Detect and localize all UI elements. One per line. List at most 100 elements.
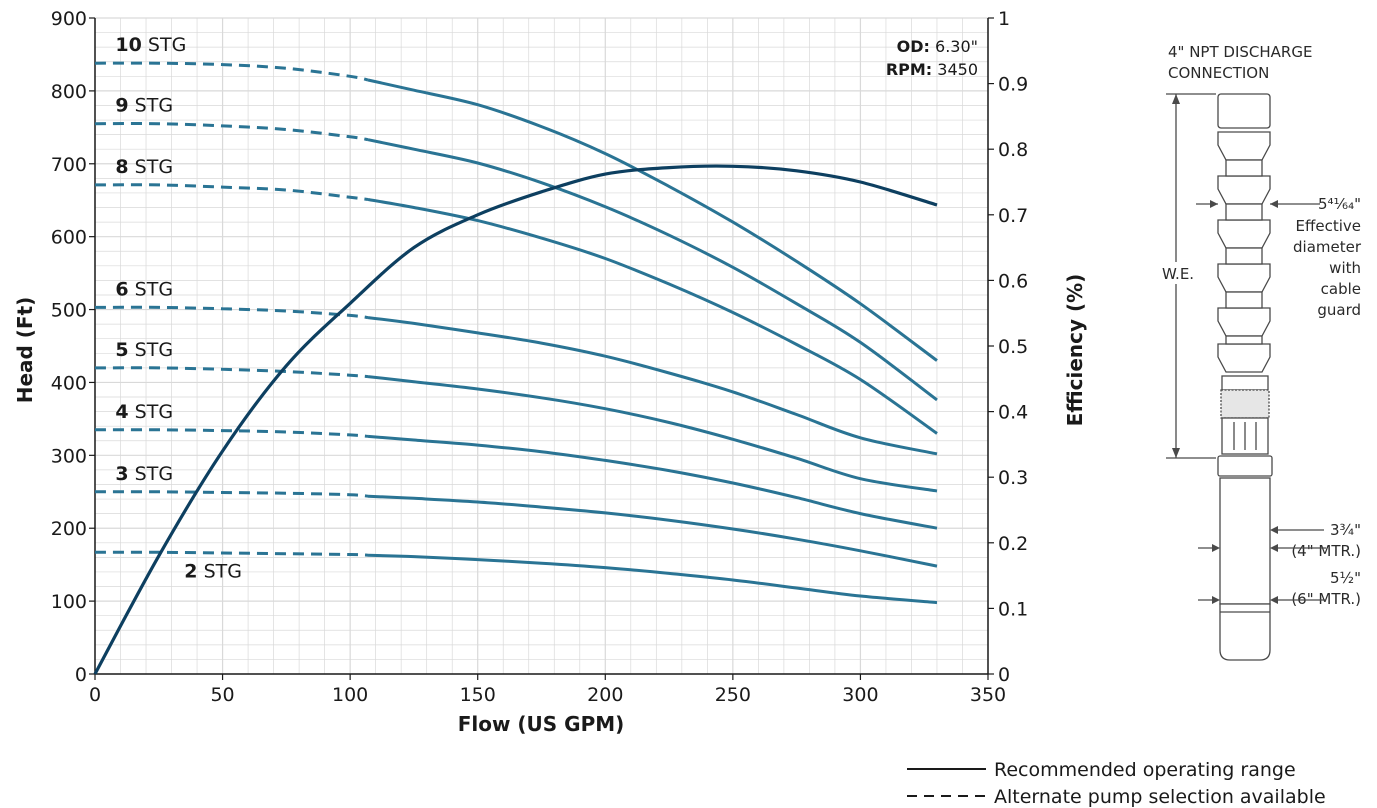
series-label-suffix: STG [129, 401, 173, 423]
diam-desc-5: guard [1317, 301, 1361, 319]
od-annotation: OD: 6.30" [897, 37, 978, 56]
motor4-arrow [1270, 526, 1278, 534]
series-label-number: 9 [115, 95, 128, 117]
y2-tick-label: 0 [998, 664, 1010, 686]
series-2-solid [367, 553, 938, 605]
series-label-suffix: STG [129, 339, 173, 361]
y2-tick-label: 1 [998, 8, 1010, 30]
motor4-label: (4" MTR.) [1291, 542, 1361, 560]
legend-solid-label: Recommended operating range [994, 759, 1296, 781]
y-tick-label: 900 [51, 8, 87, 30]
series-2-dashed [94, 550, 369, 557]
x-tick-label: 300 [842, 684, 878, 706]
pump-bowl-neck-2 [1225, 203, 1263, 221]
series-9-dashed [94, 122, 369, 142]
pump-bowl-5 [1217, 307, 1271, 337]
legend-dashed-label: Alternate pump selection available [994, 786, 1326, 808]
bottom-left-arrow [1212, 596, 1220, 604]
y2-tick-label: 0.5 [998, 336, 1028, 358]
we-arrow-top [1172, 94, 1180, 104]
x-axis-title: Flow (US GPM) [458, 712, 625, 736]
pump-intake-collar [1221, 375, 1269, 391]
discharge-head [1217, 93, 1271, 129]
y2-tick-label: 0.7 [998, 205, 1028, 227]
we-arrow-bottom [1172, 448, 1180, 458]
rpm-annotation: RPM: 3450 [886, 60, 978, 79]
series-10-solid [367, 78, 938, 362]
y2-tick-label: 0.6 [998, 270, 1028, 292]
series-label-number: 4 [115, 401, 128, 423]
pump-bowl-3 [1217, 219, 1271, 249]
series-10-dashed [94, 61, 369, 82]
x-tick-label: 250 [715, 684, 751, 706]
rpm-label: RPM: [886, 60, 932, 79]
pump-bowl-2 [1217, 175, 1271, 205]
bottom-right-arrow [1270, 596, 1278, 604]
y2-tick-label: 0.9 [998, 74, 1028, 96]
series-label-number: 6 [115, 278, 128, 300]
series-3-dashed [94, 490, 369, 498]
x-tick-label: 50 [210, 684, 234, 706]
series-3-solid [367, 494, 938, 568]
y2-tick-label: 0.1 [998, 598, 1028, 620]
series-label-10: 10 STG [115, 34, 186, 56]
y2-tick-label: 0.2 [998, 533, 1028, 555]
series-label-suffix: STG [198, 560, 242, 582]
series-label-8: 8 STG [115, 156, 173, 178]
series-6-dashed [94, 305, 369, 320]
series-label-number: 8 [115, 156, 128, 178]
efficiency-curve [93, 164, 938, 675]
y-tick-label: 500 [51, 300, 87, 322]
y-tick-label: 600 [51, 227, 87, 249]
series-label-5: 5 STG [115, 339, 173, 361]
motor6-value: 5½" [1330, 569, 1361, 587]
motor6-value-bg [1324, 567, 1364, 587]
pump-bowl-6 [1217, 343, 1271, 373]
series-4-solid [367, 434, 938, 530]
y-tick-label: 0 [75, 664, 87, 686]
y2-axis-ticks: 0 0.1 0.2 0.3 0.4 0.5 0.6 0.7 0.8 0.9 1 [988, 8, 1028, 686]
x-tick-label: 0 [89, 684, 101, 706]
series-8-dashed [94, 183, 369, 201]
y2-tick-label: 0.4 [998, 402, 1028, 424]
series-label-suffix: STG [129, 278, 173, 300]
pump-bowl-neck-5 [1225, 335, 1263, 345]
series-label-suffix: STG [142, 34, 186, 56]
diam-desc-2: diameter [1293, 238, 1362, 256]
motor4-value-bg [1324, 518, 1364, 538]
y-tick-label: 700 [51, 154, 87, 176]
diam-desc-4: cable [1321, 280, 1361, 298]
motor-adapter [1217, 455, 1273, 477]
y-axis-title: Head (Ft) [13, 297, 37, 404]
x-tick-label: 350 [970, 684, 1006, 706]
discharge-label-line2: CONNECTION [1168, 64, 1269, 82]
series-lines [93, 61, 938, 675]
y-axis-ticks: 0 100 200 300 400 500 600 700 800 900 [51, 8, 95, 686]
diam-desc-3: with [1329, 259, 1361, 277]
series-label-number: 2 [184, 560, 197, 582]
series-8-solid [367, 198, 938, 435]
series-label-number: 10 [115, 34, 141, 56]
y2-axis-title: Efficiency (%) [1063, 274, 1087, 427]
series-label-number: 3 [115, 463, 128, 485]
we-label: W.E. [1162, 265, 1194, 283]
diam-value: 5⁴¹⁄₆₄" [1318, 195, 1361, 213]
diam-value-bg [1320, 193, 1362, 213]
series-label-2: 2 STG [184, 560, 242, 582]
motor4-value: 3¾" [1330, 521, 1361, 539]
pump-diagram: 4" NPT DISCHARGE CONNECTION W.E. [1158, 43, 1364, 661]
motor-body [1219, 477, 1271, 605]
x-axis-ticks: 0 50 100 150 200 250 300 350 [89, 674, 1006, 706]
od-value: 6.30" [930, 37, 978, 56]
od-label: OD: [897, 37, 930, 56]
pump-bowl-1 [1217, 131, 1271, 161]
we-label-bg [1158, 262, 1198, 284]
series-label-4: 4 STG [115, 401, 173, 423]
x-tick-label: 100 [332, 684, 368, 706]
motor-base [1219, 603, 1271, 661]
series-5-solid [367, 375, 938, 493]
series-label-suffix: STG [129, 95, 173, 117]
y-tick-label: 300 [51, 445, 87, 467]
y-tick-label: 100 [51, 591, 87, 613]
